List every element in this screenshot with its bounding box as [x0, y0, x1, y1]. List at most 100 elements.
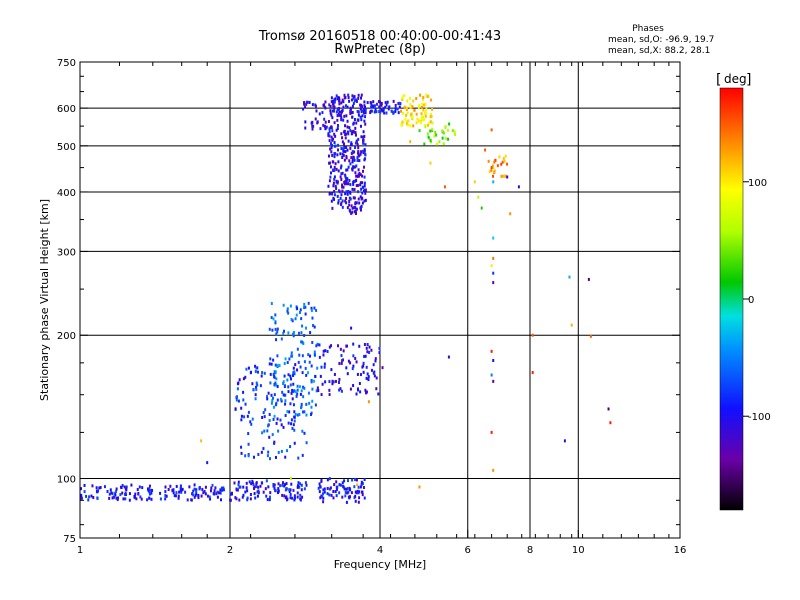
- data-point: [364, 115, 367, 119]
- data-point: [370, 103, 373, 107]
- data-point: [284, 384, 287, 388]
- data-point: [296, 384, 299, 388]
- data-point: [424, 103, 427, 107]
- data-point: [609, 421, 612, 425]
- data-point: [375, 376, 378, 380]
- data-point: [418, 485, 421, 489]
- data-point: [353, 99, 356, 103]
- y-tick-label: 500: [57, 142, 76, 153]
- data-point: [138, 485, 141, 489]
- data-point: [429, 113, 432, 117]
- data-point: [195, 488, 198, 492]
- data-point: [501, 160, 504, 164]
- data-point: [361, 174, 364, 178]
- data-point: [342, 185, 345, 189]
- data-point: [237, 399, 240, 403]
- data-point: [366, 350, 369, 354]
- data-point: [260, 450, 263, 454]
- data-point: [430, 114, 433, 118]
- data-point: [493, 169, 496, 173]
- data-point: [220, 498, 223, 502]
- data-point: [321, 382, 324, 386]
- data-point: [167, 487, 170, 491]
- data-point: [347, 96, 350, 100]
- data-point: [103, 485, 106, 489]
- data-point: [361, 201, 364, 205]
- data-point: [242, 398, 245, 402]
- data-point: [498, 155, 501, 159]
- data-point: [346, 168, 349, 172]
- data-point: [229, 498, 232, 502]
- data-point: [291, 496, 294, 500]
- data-point: [378, 346, 381, 350]
- data-point: [370, 348, 373, 352]
- data-point: [247, 410, 250, 414]
- data-point: [417, 105, 420, 109]
- data-point: [379, 100, 382, 104]
- data-point: [380, 108, 383, 112]
- data-point: [296, 491, 299, 495]
- data-point: [289, 496, 292, 500]
- data-point: [331, 99, 334, 103]
- data-point: [303, 102, 306, 106]
- data-point: [328, 130, 331, 134]
- data-point: [312, 379, 315, 383]
- data-point: [327, 120, 330, 123]
- data-point: [150, 491, 153, 495]
- data-point: [423, 103, 426, 107]
- data-point: [300, 317, 303, 321]
- data-point: [300, 340, 303, 344]
- data-point: [211, 483, 214, 487]
- data-point: [296, 485, 299, 489]
- data-point: [165, 494, 168, 498]
- data-point: [362, 370, 365, 374]
- data-point: [347, 495, 350, 499]
- data-point: [327, 184, 330, 188]
- data-point: [354, 141, 357, 145]
- data-point: [281, 493, 284, 497]
- data-point: [270, 401, 273, 405]
- data-point: [363, 496, 366, 500]
- data-point: [415, 96, 418, 100]
- data-point: [90, 494, 93, 498]
- data-point: [341, 183, 344, 187]
- data-point: [328, 139, 331, 143]
- data-point: [342, 148, 345, 152]
- data-point: [492, 358, 495, 362]
- data-point: [140, 497, 143, 501]
- data-point: [364, 354, 367, 358]
- data-point: [502, 174, 505, 178]
- data-point: [235, 497, 238, 501]
- x-tick-label: 8: [527, 545, 533, 556]
- data-point: [274, 327, 277, 331]
- data-point: [272, 405, 275, 409]
- data-point: [351, 210, 354, 214]
- data-point: [247, 442, 250, 446]
- data-point: [213, 489, 216, 493]
- data-point: [290, 391, 293, 395]
- data-point: [148, 484, 151, 488]
- data-point: [373, 104, 376, 108]
- data-point: [349, 109, 352, 113]
- data-point: [347, 359, 350, 363]
- data-point: [292, 423, 295, 427]
- data-point: [305, 373, 308, 377]
- data-point: [164, 485, 167, 489]
- data-point: [353, 196, 356, 200]
- data-point: [305, 441, 308, 445]
- data-point: [425, 93, 428, 97]
- data-point: [283, 483, 286, 487]
- data-point: [274, 313, 277, 317]
- data-point: [344, 136, 347, 140]
- data-point: [324, 100, 327, 104]
- data-point: [173, 494, 176, 498]
- data-point: [272, 358, 275, 362]
- data-point: [340, 354, 343, 358]
- data-point: [360, 150, 363, 154]
- data-point: [342, 105, 345, 109]
- data-point: [434, 130, 437, 134]
- data-point: [354, 126, 357, 130]
- y-axis-label: Stationary phase Virtual Height [km]: [38, 199, 51, 401]
- data-point: [259, 484, 262, 488]
